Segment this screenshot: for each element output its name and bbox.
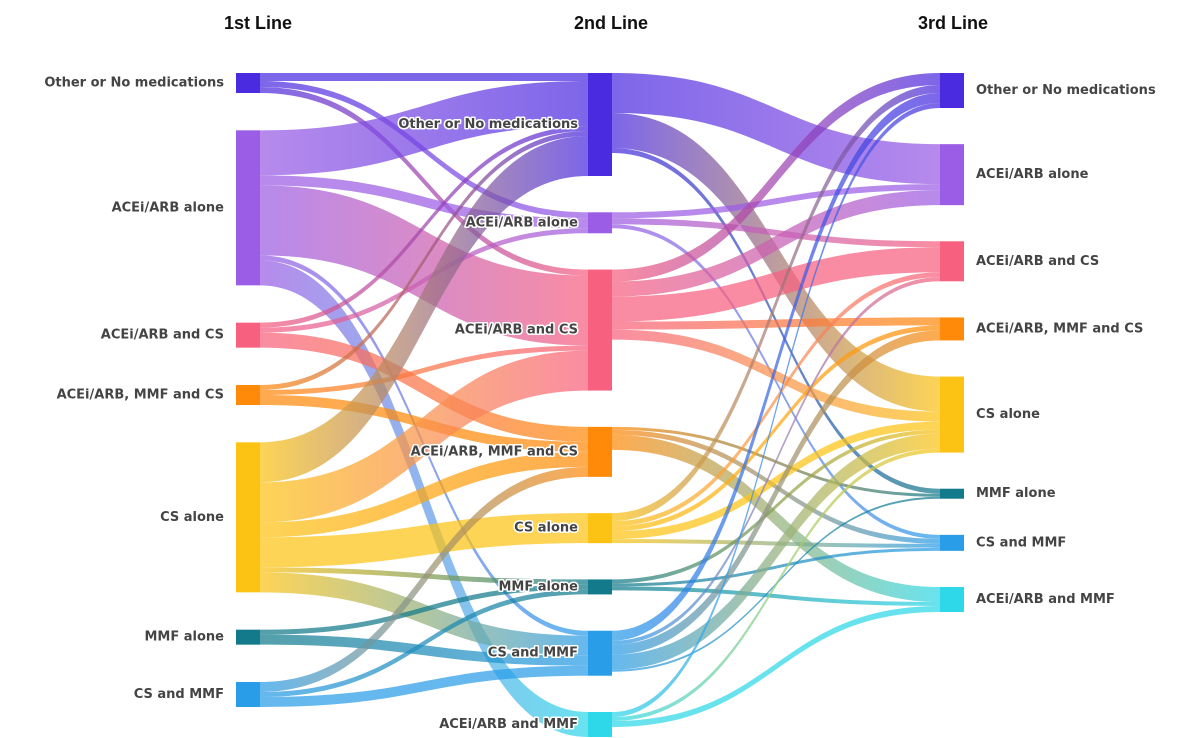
- flow-link: [260, 345, 588, 395]
- node: [940, 587, 964, 612]
- node-label: ACEi/ARB alone: [976, 167, 1089, 182]
- node-label: ACEi/ARB, MMF and CS: [411, 444, 578, 459]
- flow-link: [260, 81, 588, 176]
- node: [588, 513, 612, 544]
- flow-link: [612, 184, 940, 219]
- node: [940, 73, 964, 108]
- node-label: ACEi/ARB, MMF and CS: [57, 388, 224, 403]
- flow-link: [260, 332, 588, 442]
- flow-link: [612, 277, 940, 645]
- node: [588, 630, 612, 676]
- flow-link: [612, 330, 940, 655]
- flow-link: [260, 87, 588, 276]
- node-label: Other or No medications: [44, 76, 224, 91]
- node: [236, 385, 260, 405]
- flow-link: [612, 93, 940, 641]
- flow-link: [260, 665, 588, 707]
- flow-link: [612, 448, 940, 721]
- flow-link: [612, 317, 940, 330]
- flow-link: [612, 218, 940, 248]
- node: [236, 73, 260, 93]
- node-label: ACEi/ARB and CS: [976, 254, 1099, 269]
- node: [588, 579, 612, 595]
- flow-link: [260, 589, 588, 697]
- flow-link: [260, 126, 588, 328]
- node: [940, 488, 964, 499]
- flow-link: [612, 85, 940, 522]
- node: [588, 712, 612, 737]
- node-label: MMF alone: [976, 486, 1056, 501]
- flow-link: [612, 224, 940, 539]
- flow-link: [260, 572, 588, 656]
- node: [588, 73, 612, 176]
- column-title: 3rd Line: [918, 13, 988, 33]
- node: [940, 534, 964, 551]
- node: [588, 212, 612, 234]
- flow-link: [260, 451, 588, 538]
- flow-link: [612, 329, 940, 422]
- node: [588, 269, 612, 391]
- node-label: CS alone: [976, 407, 1040, 422]
- flow-link: [260, 175, 588, 229]
- flow-link: [612, 434, 940, 602]
- flow-link: [612, 421, 940, 540]
- node-label: CS and MMF: [488, 646, 578, 661]
- node-label: CS and MMF: [976, 535, 1066, 550]
- node-label: CS alone: [160, 510, 224, 525]
- node-label: ACEi/ARB and CS: [455, 323, 578, 338]
- node: [236, 629, 260, 645]
- column-title: 2nd Line: [574, 13, 648, 33]
- flow-link: [612, 73, 940, 282]
- flow-link: [612, 539, 940, 548]
- flow-link: [612, 113, 940, 412]
- node-label: Other or No medications: [398, 117, 578, 132]
- node-label: MMF alone: [144, 630, 224, 645]
- node-label: ACEi/ARB, MMF and CS: [976, 321, 1143, 336]
- flow-link: [612, 325, 940, 532]
- node-label: ACEi/ARB and CS: [101, 328, 224, 343]
- flow-link: [260, 131, 588, 390]
- node: [940, 376, 964, 453]
- node: [588, 426, 612, 477]
- flow-link: [260, 228, 588, 333]
- node: [236, 322, 260, 348]
- node: [940, 241, 964, 282]
- flow-link: [260, 185, 588, 346]
- flow-link: [612, 547, 940, 587]
- flow-link: [612, 103, 940, 717]
- flow-link: [260, 73, 588, 81]
- flow-link: [612, 429, 940, 544]
- flow-link: [612, 190, 940, 297]
- flow-link: [612, 272, 940, 527]
- node-label: ACEi/ARB and MMF: [439, 717, 578, 732]
- flow-link: [612, 429, 940, 584]
- node: [236, 442, 260, 593]
- flow-link: [612, 586, 940, 606]
- node-label: ACEi/ARB alone: [466, 215, 579, 230]
- node-label: ACEi/ARB alone: [112, 200, 225, 215]
- node: [236, 682, 260, 707]
- node: [236, 130, 260, 286]
- node-label: Other or No medications: [976, 83, 1156, 98]
- flow-link: [260, 513, 588, 568]
- flow-link: [260, 350, 588, 523]
- node-label: CS alone: [514, 521, 578, 536]
- node-label: MMF alone: [498, 579, 578, 594]
- flow-link: [260, 584, 588, 635]
- flow-link: [612, 433, 940, 670]
- flow-link: [260, 466, 588, 692]
- node-label: CS and MMF: [134, 687, 224, 702]
- node: [940, 317, 964, 341]
- column-title: 1st Line: [224, 13, 292, 33]
- flow-link: [612, 606, 940, 727]
- flow-link: [612, 247, 940, 322]
- node-label: ACEi/ARB and MMF: [976, 592, 1115, 607]
- node: [940, 144, 964, 206]
- flow-link: [260, 136, 588, 483]
- flow-link: [260, 634, 588, 666]
